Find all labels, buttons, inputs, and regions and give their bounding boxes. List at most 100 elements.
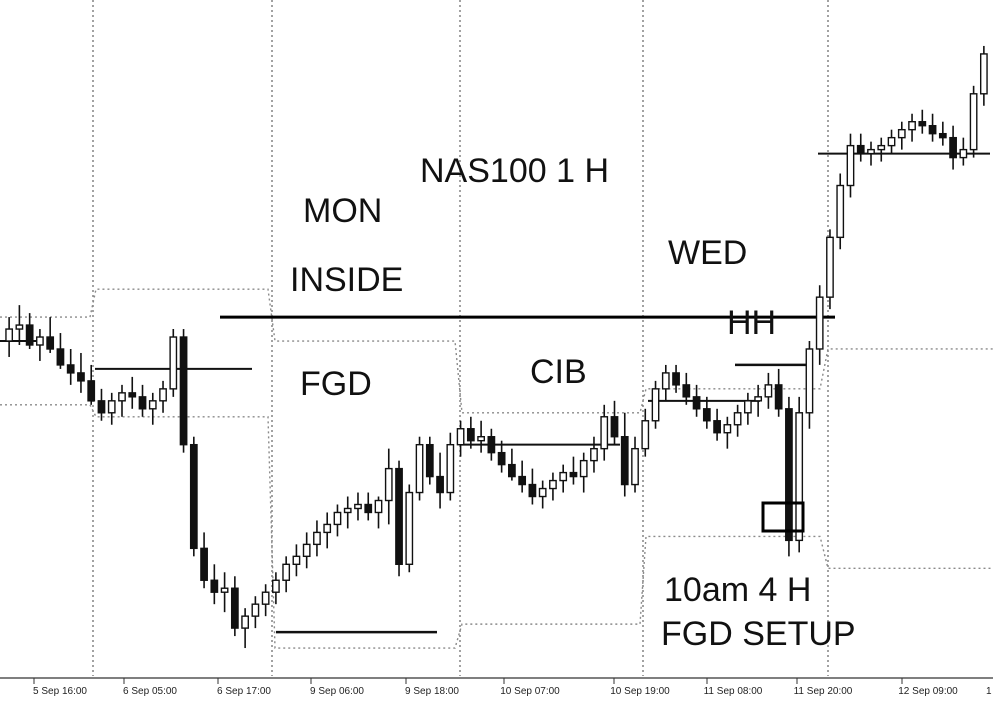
candle-body-bear xyxy=(774,384,783,410)
candle-body-bull xyxy=(805,348,814,414)
candle-60 xyxy=(610,400,619,445)
x-tick-label: 6 Sep 05:00 xyxy=(123,686,177,697)
candle-79 xyxy=(805,341,814,429)
candle-body-bull xyxy=(323,523,332,534)
candle-body-bear xyxy=(87,380,96,402)
annotation-wed: WED xyxy=(668,234,747,272)
candle-49 xyxy=(497,440,506,473)
candle-80 xyxy=(815,285,824,365)
candle-body-bull xyxy=(159,388,167,402)
candle-24 xyxy=(241,608,250,649)
candle-body-bull xyxy=(446,443,455,494)
candle-body-bear xyxy=(949,136,957,159)
candle-body-bull xyxy=(272,579,280,593)
candle-body-bull xyxy=(538,487,547,498)
candle-62 xyxy=(631,436,639,493)
candle-body-bear xyxy=(189,443,198,550)
candle-91 xyxy=(928,113,937,142)
candle-70 xyxy=(713,408,721,441)
candle-59 xyxy=(600,404,609,461)
candle-body-bear xyxy=(77,372,85,382)
candle-93 xyxy=(949,125,957,170)
candle-body-bull xyxy=(754,396,763,402)
candle-83 xyxy=(846,133,855,198)
candle-1 xyxy=(5,317,14,357)
candle-5 xyxy=(46,317,55,353)
candle-body-bear xyxy=(928,124,937,135)
candle-body-bull xyxy=(836,184,845,239)
candle-body-bull xyxy=(302,543,311,558)
candle-85 xyxy=(867,141,875,166)
annotation-fgd-setup: FGD SETUP xyxy=(661,615,856,653)
candle-44 xyxy=(446,432,455,501)
candle-33 xyxy=(333,504,342,537)
candle-9 xyxy=(87,364,96,405)
candle-71 xyxy=(723,416,732,449)
x-tick-label-cut: 1 xyxy=(986,686,992,697)
candle-body-bear xyxy=(508,463,516,478)
candle-body-bull xyxy=(148,400,157,410)
candle-22 xyxy=(220,572,229,613)
candle-66 xyxy=(672,364,680,393)
candle-21 xyxy=(210,564,219,605)
candle-body-bull xyxy=(631,447,639,486)
candle-30 xyxy=(302,532,311,569)
candle-body-bear xyxy=(918,121,927,127)
setup-box xyxy=(761,501,805,533)
candle-body-bull xyxy=(15,324,24,330)
candle-body-bull xyxy=(354,503,362,510)
candle-55 xyxy=(559,464,568,493)
candle-19 xyxy=(189,436,198,557)
candle-73 xyxy=(743,392,752,425)
candle-body-bull xyxy=(600,416,609,450)
candle-body-bear xyxy=(938,132,947,139)
candle-11 xyxy=(107,392,116,425)
candle-84 xyxy=(856,133,865,162)
daily-low-range-line xyxy=(0,404,993,649)
x-tick-label: 6 Sep 17:00 xyxy=(217,686,271,697)
candle-body-bull xyxy=(415,443,424,494)
candle-body-bull xyxy=(641,420,650,450)
candle-10 xyxy=(97,388,106,421)
annotation-10am-4-h: 10am 4 H xyxy=(664,571,811,609)
candle-16 xyxy=(159,380,167,413)
candle-2 xyxy=(15,305,24,345)
candle-23 xyxy=(230,576,239,637)
candle-41 xyxy=(415,436,424,501)
x-tick-label: 10 Sep 19:00 xyxy=(610,686,670,697)
candle-body-bear xyxy=(138,396,147,410)
candle-47 xyxy=(477,420,485,453)
candle-body-bear xyxy=(487,436,496,454)
candle-body-bull xyxy=(118,392,126,402)
candle-89 xyxy=(908,113,916,142)
candle-67 xyxy=(682,372,691,405)
candle-14 xyxy=(138,384,147,417)
candle-46 xyxy=(466,416,475,449)
candle-69 xyxy=(702,396,711,429)
candle-body-bull xyxy=(169,336,178,390)
candle-20 xyxy=(200,532,208,589)
candle-body-bull xyxy=(815,296,824,350)
candle-body-bull xyxy=(220,587,229,593)
candle-body-bull xyxy=(333,511,342,526)
candle-17 xyxy=(169,329,178,397)
candle-body-bull xyxy=(261,591,270,605)
candle-13 xyxy=(128,376,137,409)
candle-82 xyxy=(836,173,845,250)
candle-7 xyxy=(66,348,75,385)
candle-body-bear xyxy=(56,348,65,366)
candle-63 xyxy=(641,408,650,457)
candle-50 xyxy=(508,448,516,481)
x-tick-label: 5 Sep 16:00 xyxy=(33,686,87,697)
candle-body-bear xyxy=(620,436,629,486)
candle-40 xyxy=(405,484,414,573)
x-tick-label: 12 Sep 09:00 xyxy=(898,686,958,697)
candle-body-bear xyxy=(528,483,537,498)
candle-27 xyxy=(272,572,280,605)
candle-body-bear xyxy=(436,475,444,494)
candle-37 xyxy=(374,496,383,529)
candle-45 xyxy=(456,420,465,457)
candle-body-bull xyxy=(343,507,352,514)
annotation-mon: MON xyxy=(303,192,382,230)
